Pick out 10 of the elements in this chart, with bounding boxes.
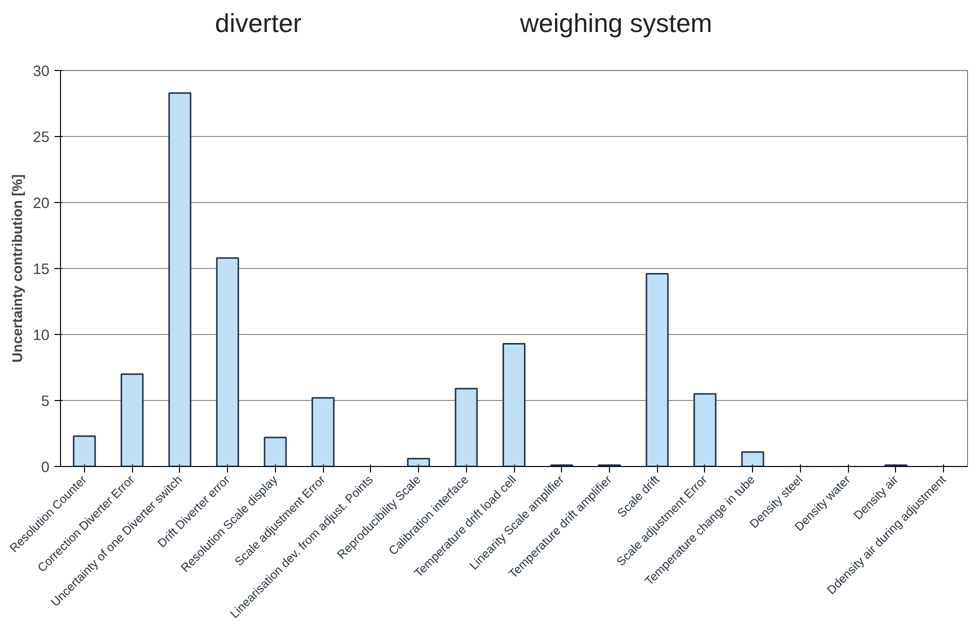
y-tick-label: 10 <box>32 327 50 344</box>
y-tick-label: 25 <box>32 129 50 146</box>
y-axis-title: Uncertainty contribution [%] <box>8 174 25 363</box>
text: diverter <box>215 7 302 40</box>
y-tick-label: 30 <box>32 63 50 80</box>
y-tick-label: 15 <box>32 261 50 278</box>
y-tick-label: 20 <box>32 195 50 212</box>
text: weighing system <box>520 7 712 40</box>
y-tick-label: 5 <box>41 393 50 410</box>
y-tick-label: 0 <box>41 459 50 476</box>
